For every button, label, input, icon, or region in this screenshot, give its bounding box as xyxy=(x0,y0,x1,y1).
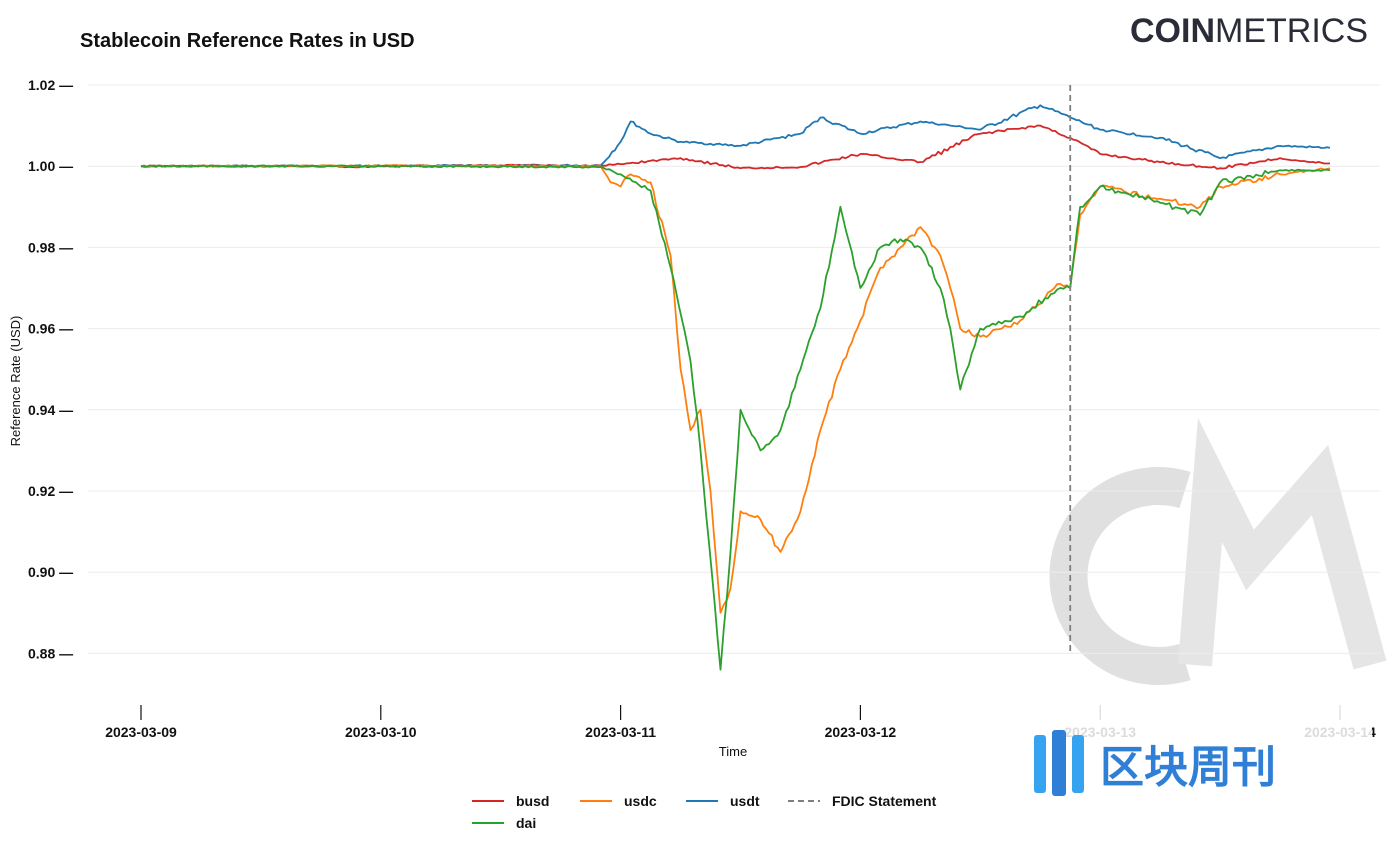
y-axis-title: Reference Rate (USD) xyxy=(8,316,23,447)
brand-logo: COINMETRICS xyxy=(1130,12,1368,50)
chart-title: Stablecoin Reference Rates in USD xyxy=(80,30,415,52)
series-line-dai xyxy=(140,164,1331,671)
legend: busd usdc usdt FDIC Statement dai xyxy=(472,793,937,831)
y-tick-label: 0.98 — xyxy=(28,239,73,255)
x-tick-label: 2023-03-10 xyxy=(345,724,417,740)
logo-bold-text: COIN xyxy=(1130,12,1215,50)
watermark-logo-icon xyxy=(1034,730,1084,796)
series-line-usdc xyxy=(140,164,1331,614)
legend-item-fdic: FDIC Statement xyxy=(788,793,937,809)
x-tick-label: 2023-03-12 xyxy=(825,724,897,740)
y-tick-label: 0.88 — xyxy=(28,645,73,661)
logo-light-text: METRICS xyxy=(1215,12,1368,50)
y-tick-label: 0.96 — xyxy=(28,321,73,337)
x-tick-label: 2023-03-11 xyxy=(585,724,656,740)
y-tick-label: 1.00 — xyxy=(28,158,73,174)
legend-label: dai xyxy=(516,815,536,831)
legend-label: usdt xyxy=(730,793,760,809)
legend-item-dai: dai xyxy=(472,815,536,831)
y-axis: 0.88 — 0.90 — 0.92 — 0.94 — 0.96 — 0.98 — 1.00… xyxy=(28,77,73,661)
series-lines xyxy=(140,104,1331,671)
watermark-qukuai: 区块周刊 xyxy=(1020,685,1372,830)
legend-item-usdt: usdt xyxy=(686,793,760,809)
watermark-cm-graphic xyxy=(1049,417,1387,685)
legend-item-busd: busd xyxy=(472,793,549,809)
legend-label: busd xyxy=(516,793,549,809)
legend-item-usdc: usdc xyxy=(580,793,657,809)
y-tick-label: 0.92 — xyxy=(28,483,73,499)
legend-label: usdc xyxy=(624,793,657,809)
x-tick-label: 2023-03-09 xyxy=(105,724,177,740)
x-axis-title: Time xyxy=(719,744,747,759)
svg-text:COINMETRICS: COINMETRICS xyxy=(1130,12,1368,50)
y-tick-label: 0.94 — xyxy=(28,402,73,418)
series-line-busd xyxy=(140,124,1331,170)
watermark-text: 区块周刊 xyxy=(1100,742,1276,793)
y-tick-label: 0.90 — xyxy=(28,564,73,580)
legend-label: FDIC Statement xyxy=(832,793,937,809)
series-line-usdt xyxy=(140,104,1331,168)
y-tick-label: 1.02 — xyxy=(28,77,73,93)
